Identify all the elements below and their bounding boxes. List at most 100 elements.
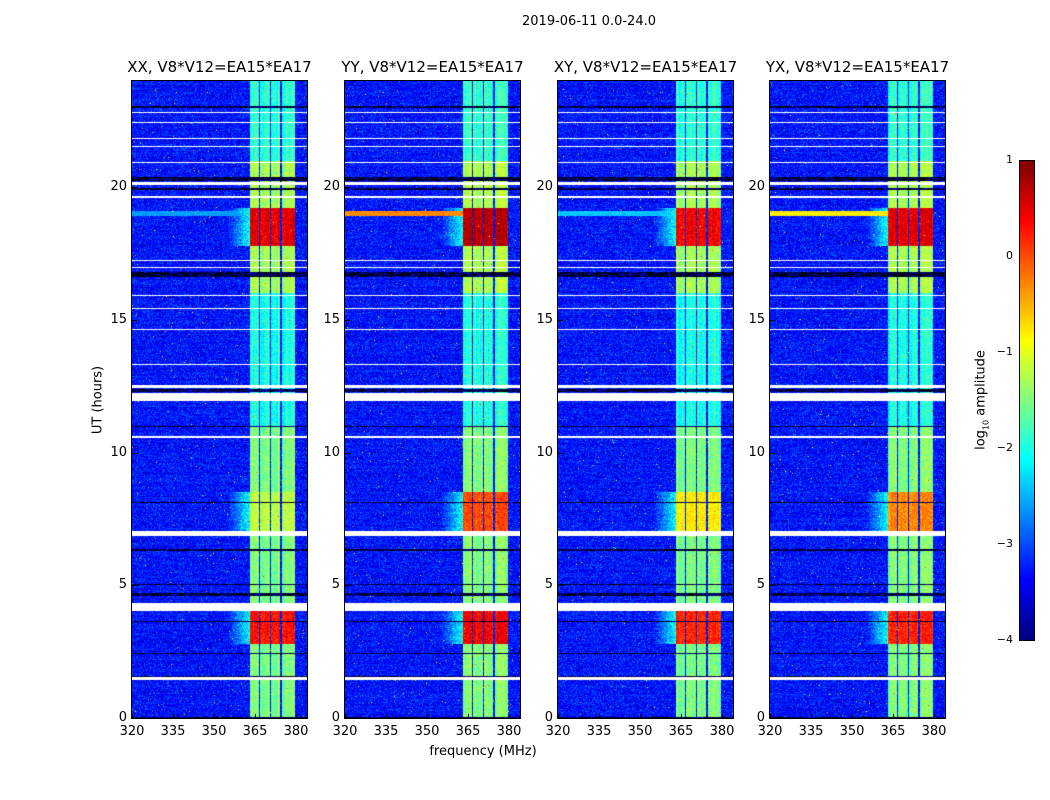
heatmap-panel: [344, 80, 521, 719]
x-tick-mark: [255, 714, 257, 719]
y-tick-label: 10: [748, 444, 765, 460]
y-tick-label: 15: [748, 311, 765, 327]
x-tick-mark: [214, 714, 216, 719]
figure-suptitle: 2019-06-11 0.0-24.0: [522, 14, 656, 29]
colorbar-tick-label: −2: [996, 441, 1013, 454]
x-tick-mark: [599, 714, 601, 719]
y-tick-mark: [558, 452, 563, 454]
x-tick-label: 365: [242, 724, 268, 739]
colorbar-label: log10 amplitude: [974, 350, 991, 450]
x-tick-label: 365: [668, 724, 694, 739]
heatmap-panel: [557, 80, 734, 719]
colorbar-tick-label: 0: [1006, 249, 1013, 262]
x-tick-mark: [770, 714, 771, 719]
x-tick-mark: [893, 714, 895, 719]
y-tick-label: 5: [331, 577, 340, 593]
y-tick-mark: [558, 187, 563, 189]
heatmap-panel: [131, 80, 308, 719]
y-tick-label: 0: [544, 710, 553, 725]
heatmap-image: [558, 81, 733, 718]
y-tick-mark: [558, 585, 563, 587]
y-tick-label: 15: [536, 311, 553, 327]
heatmap-image: [770, 81, 945, 718]
x-tick-label: 350: [414, 724, 440, 739]
y-tick-label: 5: [544, 577, 553, 593]
y-tick-label: 15: [323, 311, 340, 327]
x-tick-label: 380: [283, 724, 309, 739]
x-tick-mark: [427, 714, 429, 719]
y-tick-mark: [345, 319, 350, 321]
y-tick-label: 5: [756, 577, 765, 593]
colorbar-tick-label: −4: [996, 633, 1013, 646]
y-tick-label: 10: [323, 444, 340, 460]
y-axis-label: UT (hours): [90, 365, 106, 435]
panel-title: XX, V8*V12=EA15*EA17: [127, 58, 312, 76]
y-tick-label: 0: [331, 710, 340, 725]
colorbar-tick-label: −1: [996, 345, 1013, 358]
y-tick-label: 5: [118, 577, 127, 593]
panel-title: YX, V8*V12=EA15*EA17: [765, 58, 950, 76]
y-tick-mark: [558, 319, 563, 321]
x-tick-mark: [509, 714, 511, 719]
y-tick-mark: [770, 585, 775, 587]
y-tick-label: 0: [756, 710, 765, 725]
x-tick-mark: [173, 714, 175, 719]
y-tick-label: 0: [118, 710, 127, 725]
y-tick-mark: [345, 718, 350, 719]
y-tick-mark: [345, 187, 350, 189]
x-tick-label: 365: [455, 724, 481, 739]
x-tick-label: 320: [757, 724, 783, 739]
colorbar-label-sub: 10: [981, 419, 991, 431]
x-tick-mark: [722, 714, 724, 719]
y-tick-mark: [770, 718, 775, 719]
x-tick-label: 335: [798, 724, 824, 739]
colorbar: [1019, 160, 1035, 641]
colorbar-gradient: [1020, 161, 1034, 640]
x-tick-label: 320: [332, 724, 358, 739]
y-tick-label: 10: [110, 444, 127, 460]
y-tick-mark: [770, 187, 775, 189]
x-tick-label: 350: [839, 724, 865, 739]
colorbar-label-suffix: amplitude: [973, 350, 989, 420]
x-tick-mark: [132, 714, 133, 719]
y-tick-mark: [558, 718, 563, 719]
x-tick-mark: [681, 714, 683, 719]
x-tick-label: 350: [627, 724, 653, 739]
y-tick-mark: [132, 585, 137, 587]
x-tick-mark: [386, 714, 388, 719]
panel-title: XY, V8*V12=EA15*EA17: [553, 58, 738, 76]
colorbar-tick-label: 1: [1006, 153, 1013, 166]
heatmap-image: [345, 81, 520, 718]
y-tick-mark: [770, 319, 775, 321]
x-tick-mark: [558, 714, 559, 719]
y-tick-mark: [132, 452, 137, 454]
x-tick-mark: [811, 714, 813, 719]
x-tick-mark: [852, 714, 854, 719]
x-tick-label: 380: [496, 724, 522, 739]
x-tick-mark: [345, 714, 346, 719]
colorbar-label-prefix: log: [973, 430, 989, 450]
y-tick-label: 20: [748, 179, 765, 195]
x-tick-mark: [296, 714, 298, 719]
panel-title: YY, V8*V12=EA15*EA17: [341, 58, 524, 76]
heatmap-image: [132, 81, 307, 718]
y-tick-label: 20: [110, 179, 127, 195]
x-tick-mark: [640, 714, 642, 719]
y-tick-mark: [132, 319, 137, 321]
x-tick-label: 320: [119, 724, 145, 739]
x-tick-label: 335: [586, 724, 612, 739]
x-tick-label: 380: [921, 724, 947, 739]
y-tick-label: 10: [536, 444, 553, 460]
x-tick-label: 380: [709, 724, 735, 739]
x-tick-label: 320: [545, 724, 571, 739]
y-tick-label: 20: [536, 179, 553, 195]
y-tick-mark: [345, 452, 350, 454]
x-tick-mark: [468, 714, 470, 719]
heatmap-panel: [769, 80, 946, 719]
x-tick-label: 350: [201, 724, 227, 739]
colorbar-tick-label: −3: [996, 537, 1013, 550]
x-axis-label: frequency (MHz): [429, 744, 537, 759]
y-tick-mark: [132, 187, 137, 189]
x-tick-label: 335: [373, 724, 399, 739]
x-tick-label: 335: [160, 724, 186, 739]
